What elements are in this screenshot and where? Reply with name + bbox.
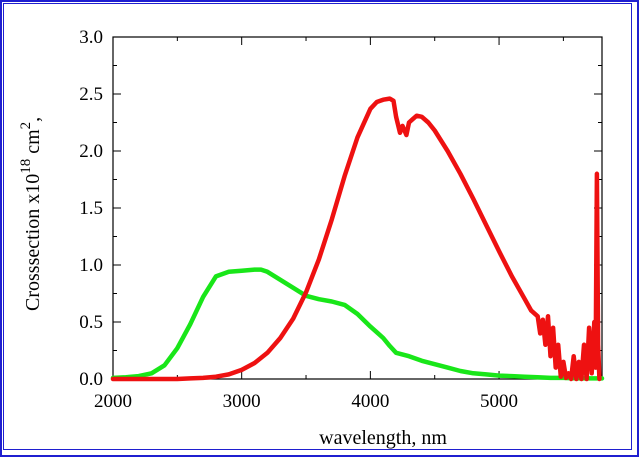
x-tick-label: 3000 [223, 391, 261, 412]
x-tick-label: 2000 [94, 391, 132, 412]
y-axis-label: Crosssection x1018 cm2, [18, 117, 44, 311]
y-tick-label: 0.5 [79, 312, 103, 333]
x-axis-label: wavelength, nm [319, 427, 447, 449]
y-tick-label: 3.0 [79, 27, 103, 48]
y-tick-label: 2.0 [79, 141, 103, 162]
y-tick-labels: 0.0 0.5 1.0 1.5 2.0 2.5 3.0 [79, 27, 103, 390]
x-tick-label: 4000 [351, 391, 389, 412]
x-tick-labels: 2000 3000 4000 5000 [94, 391, 518, 412]
plot-area [112, 36, 603, 380]
x-tick-label: 5000 [480, 391, 518, 412]
y-tick-label: 1.5 [79, 198, 103, 219]
y-axis-label-main: Crosssection x10 [22, 174, 44, 311]
y-axis-label-suffix: , [22, 117, 44, 122]
y-axis-label-unit-exp: 2 [18, 122, 34, 130]
series-group [110, 96, 605, 382]
y-axis-label-exp: 18 [18, 159, 34, 174]
series-line-1 [110, 267, 605, 381]
inner-frame [3, 3, 632, 450]
y-axis-label-unit: cm [22, 129, 44, 154]
y-tick-label: 2.5 [79, 84, 103, 105]
y-tick-label: 1.0 [79, 255, 103, 276]
y-tick-label: 0.0 [79, 369, 103, 390]
series-line-2 [110, 96, 602, 382]
